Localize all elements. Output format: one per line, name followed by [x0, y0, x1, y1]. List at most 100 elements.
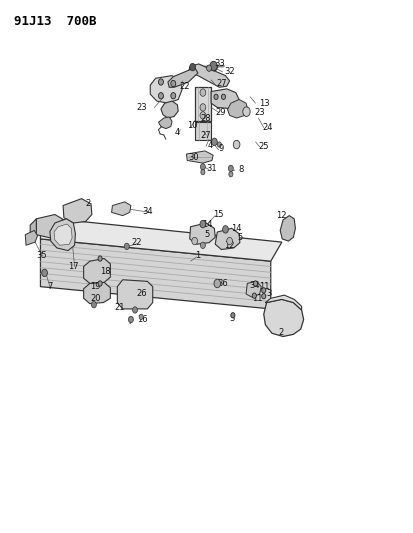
- Circle shape: [214, 279, 220, 288]
- Text: 12: 12: [276, 211, 286, 220]
- Polygon shape: [194, 122, 211, 140]
- Polygon shape: [40, 239, 270, 309]
- Circle shape: [199, 220, 205, 228]
- Text: 27: 27: [216, 79, 226, 88]
- Text: 5: 5: [204, 230, 209, 239]
- Text: 14: 14: [231, 224, 241, 233]
- Text: 25: 25: [258, 142, 268, 151]
- Circle shape: [221, 94, 225, 100]
- Polygon shape: [186, 151, 213, 163]
- Text: 34: 34: [142, 207, 152, 216]
- Polygon shape: [263, 300, 303, 336]
- Text: 31: 31: [206, 164, 217, 173]
- Circle shape: [132, 307, 137, 313]
- Circle shape: [200, 164, 205, 170]
- Text: 36: 36: [216, 279, 227, 288]
- Polygon shape: [265, 295, 301, 310]
- Text: 14: 14: [201, 220, 212, 229]
- Text: 2: 2: [278, 328, 283, 337]
- Text: 23: 23: [135, 103, 146, 112]
- Polygon shape: [168, 68, 197, 87]
- Text: 18: 18: [100, 268, 110, 276]
- Text: 4: 4: [174, 128, 180, 138]
- Polygon shape: [117, 280, 152, 309]
- Polygon shape: [158, 117, 172, 128]
- Polygon shape: [83, 282, 110, 304]
- Circle shape: [124, 243, 129, 249]
- Polygon shape: [227, 100, 247, 118]
- Text: 32: 32: [224, 67, 234, 76]
- Text: 13: 13: [259, 99, 269, 108]
- Circle shape: [214, 94, 218, 100]
- Circle shape: [171, 93, 176, 99]
- Circle shape: [191, 237, 197, 245]
- Circle shape: [91, 302, 96, 308]
- Polygon shape: [63, 199, 92, 223]
- Text: 34: 34: [248, 280, 259, 289]
- Circle shape: [242, 107, 249, 116]
- Text: 17: 17: [68, 262, 78, 271]
- Circle shape: [158, 79, 163, 85]
- Circle shape: [199, 104, 205, 111]
- Polygon shape: [83, 259, 110, 284]
- Text: 7: 7: [127, 317, 132, 326]
- Circle shape: [42, 269, 47, 277]
- Text: 8: 8: [237, 166, 243, 174]
- Text: 12: 12: [224, 241, 234, 250]
- Circle shape: [98, 256, 102, 261]
- Circle shape: [222, 225, 228, 233]
- Polygon shape: [30, 219, 36, 241]
- Polygon shape: [112, 202, 131, 216]
- Text: 3: 3: [266, 288, 271, 297]
- Circle shape: [211, 138, 217, 146]
- Circle shape: [199, 112, 205, 119]
- Text: 9: 9: [218, 144, 223, 154]
- Text: 24: 24: [262, 123, 273, 132]
- Text: 30: 30: [188, 154, 199, 163]
- Text: 22: 22: [179, 82, 189, 91]
- Circle shape: [200, 242, 205, 248]
- Text: 4: 4: [207, 141, 212, 150]
- Text: 20: 20: [90, 294, 101, 303]
- Polygon shape: [215, 228, 239, 249]
- Text: 27: 27: [200, 131, 211, 140]
- Text: 1: 1: [195, 252, 200, 261]
- Circle shape: [200, 169, 204, 175]
- Text: 5: 5: [237, 233, 242, 242]
- Circle shape: [128, 317, 133, 322]
- Circle shape: [98, 281, 102, 286]
- Circle shape: [230, 313, 235, 318]
- Text: 10: 10: [187, 122, 197, 131]
- Text: 7: 7: [47, 282, 52, 291]
- Text: 22: 22: [131, 238, 142, 247]
- Circle shape: [139, 314, 143, 319]
- Circle shape: [199, 89, 205, 96]
- Circle shape: [217, 142, 221, 147]
- Text: 29: 29: [214, 108, 225, 117]
- Text: 26: 26: [135, 288, 146, 297]
- Text: 16: 16: [136, 315, 147, 324]
- Circle shape: [226, 237, 232, 245]
- Polygon shape: [189, 223, 215, 244]
- Text: 11: 11: [252, 294, 262, 303]
- Polygon shape: [50, 219, 75, 251]
- Text: 33: 33: [214, 60, 224, 68]
- Polygon shape: [188, 64, 229, 87]
- Text: 15: 15: [212, 210, 223, 219]
- Text: 11: 11: [259, 282, 269, 291]
- Circle shape: [253, 281, 257, 286]
- Polygon shape: [150, 76, 182, 103]
- Circle shape: [209, 61, 217, 71]
- Text: 35: 35: [36, 252, 47, 261]
- Polygon shape: [161, 101, 178, 118]
- Text: 21: 21: [114, 303, 125, 312]
- Circle shape: [158, 93, 163, 99]
- Circle shape: [233, 140, 239, 149]
- Circle shape: [189, 63, 195, 71]
- Polygon shape: [211, 89, 238, 109]
- Text: 23: 23: [254, 108, 264, 117]
- Circle shape: [228, 165, 233, 172]
- Circle shape: [206, 65, 211, 71]
- Polygon shape: [245, 281, 261, 297]
- Text: 91J13  700B: 91J13 700B: [14, 14, 96, 28]
